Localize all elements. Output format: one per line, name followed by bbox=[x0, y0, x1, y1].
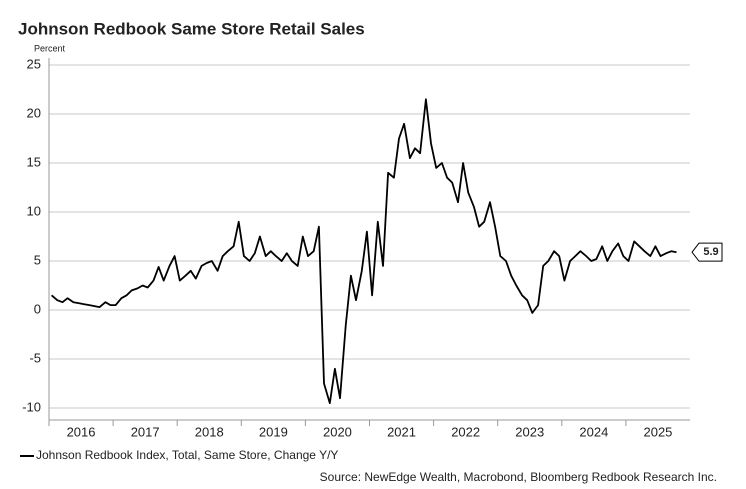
y-tick-label: -5 bbox=[29, 350, 41, 365]
last-value-label: 5.9 bbox=[703, 246, 718, 258]
chart-title: Johnson Redbook Same Store Retail Sales bbox=[18, 19, 365, 38]
series-line bbox=[51, 98, 677, 404]
y-tick-label: 10 bbox=[27, 203, 41, 218]
y-tick-label: -10 bbox=[22, 399, 41, 414]
x-tick-label: 2016 bbox=[67, 424, 96, 439]
x-tick-label: 2020 bbox=[323, 424, 352, 439]
last-value-callout bbox=[691, 242, 723, 262]
x-tick-label: 2021 bbox=[387, 424, 416, 439]
x-tick-label: 2018 bbox=[195, 424, 224, 439]
y-tick-label: 0 bbox=[34, 301, 41, 316]
legend-label: Johnson Redbook Index, Total, Same Store… bbox=[36, 448, 338, 462]
x-tick-label: 2017 bbox=[131, 424, 160, 439]
y-tick-label: 15 bbox=[27, 154, 41, 169]
x-tick-label: 2025 bbox=[643, 424, 672, 439]
y-axis-label: Percent bbox=[34, 43, 66, 53]
x-tick-label: 2024 bbox=[579, 424, 608, 439]
x-tick-label: 2023 bbox=[515, 424, 544, 439]
x-tick-label: 2019 bbox=[259, 424, 288, 439]
y-tick-label: 5 bbox=[34, 252, 41, 267]
source-note: Source: NewEdge Wealth, Macrobond, Bloom… bbox=[320, 470, 717, 484]
y-tick-label: 20 bbox=[27, 105, 41, 120]
x-tick-label: 2022 bbox=[451, 424, 480, 439]
y-tick-label: 25 bbox=[27, 56, 41, 71]
